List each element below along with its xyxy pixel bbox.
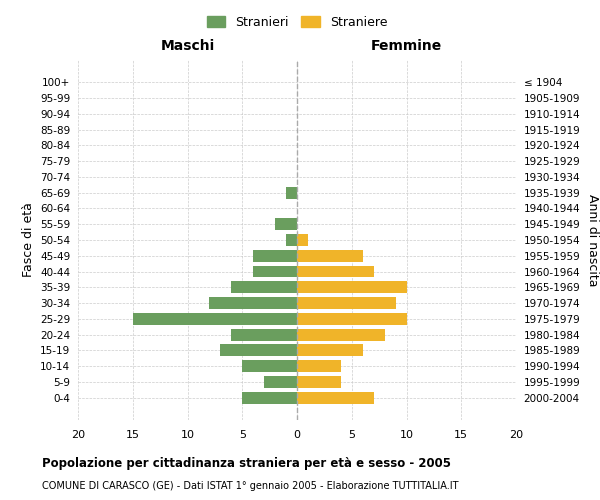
Bar [133, 313, 297, 325]
Text: COMUNE DI CARASCO (GE) - Dati ISTAT 1° gennaio 2005 - Elaborazione TUTTITALIA.IT: COMUNE DI CARASCO (GE) - Dati ISTAT 1° g… [42, 481, 458, 491]
Bar [220, 344, 297, 356]
Bar [242, 392, 297, 404]
Text: Femmine: Femmine [371, 39, 442, 53]
Bar [297, 392, 374, 404]
Bar [232, 282, 297, 293]
Bar [297, 250, 362, 262]
Legend: Stranieri, Straniere: Stranieri, Straniere [206, 16, 388, 29]
Bar [253, 250, 297, 262]
Bar [297, 297, 395, 309]
Text: Maschi: Maschi [160, 39, 215, 53]
Bar [297, 376, 341, 388]
Bar [297, 328, 385, 340]
Bar [297, 234, 308, 246]
Text: Popolazione per cittadinanza straniera per età e sesso - 2005: Popolazione per cittadinanza straniera p… [42, 458, 451, 470]
Y-axis label: Anni di nascita: Anni di nascita [586, 194, 599, 286]
Bar [242, 360, 297, 372]
Bar [297, 344, 362, 356]
Bar [297, 282, 407, 293]
Bar [275, 218, 297, 230]
Bar [286, 187, 297, 198]
Bar [209, 297, 297, 309]
Bar [253, 266, 297, 278]
Bar [297, 360, 341, 372]
Bar [297, 313, 407, 325]
Bar [264, 376, 297, 388]
Bar [286, 234, 297, 246]
Bar [232, 328, 297, 340]
Bar [297, 266, 374, 278]
Y-axis label: Fasce di età: Fasce di età [22, 202, 35, 278]
